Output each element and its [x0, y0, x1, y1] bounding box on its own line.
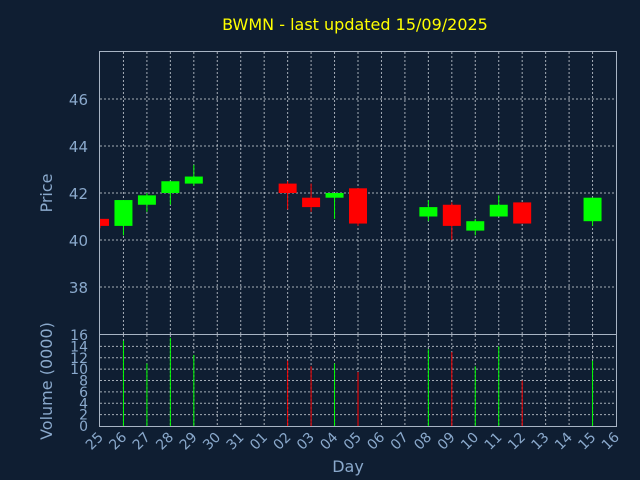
candle-15 — [583, 197, 602, 226]
candle-body — [442, 204, 461, 226]
x-tick-label: 12 — [505, 430, 529, 454]
candle-body — [489, 204, 508, 217]
price-tick-label: 44 — [69, 138, 88, 156]
x-tick-label: 04 — [317, 429, 341, 453]
x-tick-label: 28 — [153, 430, 177, 454]
candle-05 — [349, 188, 367, 226]
volume-tick-label: 6 — [79, 385, 88, 401]
price-tick-label: 42 — [69, 185, 88, 203]
candle-28 — [161, 181, 180, 205]
x-tick-label: 29 — [177, 430, 201, 454]
volume-tick-label: 8 — [79, 374, 88, 390]
candle-25 — [99, 218, 109, 229]
candle-body — [583, 197, 602, 222]
x-axis-label: Day — [332, 457, 364, 476]
candle-body — [419, 207, 438, 217]
candle-body — [137, 195, 156, 205]
x-tick-label: 07 — [388, 430, 412, 454]
volume-tick-label: 0 — [79, 419, 88, 435]
x-tick-label: 06 — [364, 429, 388, 453]
x-tick-label: 01 — [247, 430, 271, 454]
volume-bars — [122, 337, 594, 426]
x-tick-label: 26 — [106, 429, 130, 453]
candle-26 — [114, 200, 133, 236]
candle-body — [302, 197, 321, 208]
candle-03 — [302, 183, 321, 212]
candle-09 — [442, 202, 461, 240]
x-tick-label: 02 — [271, 430, 295, 454]
price-axis-label: Price — [37, 173, 56, 212]
candle-02 — [278, 181, 297, 210]
price-panel: 38 40 42 44 46 — [69, 51, 617, 335]
candle-body — [100, 218, 109, 226]
volume-tick-label: 14 — [70, 339, 88, 355]
candle-10 — [466, 218, 485, 236]
x-tick-label: 27 — [130, 430, 154, 454]
x-axis-ticks: 25 26 27 28 29 30 31 01 02 03 04 05 06 07 08 09 10 11 12 13… — [83, 429, 623, 453]
x-tick-label: 03 — [294, 430, 318, 454]
volume-tick-label: 10 — [70, 362, 88, 378]
candle-body — [278, 183, 297, 193]
candle-27 — [137, 193, 156, 212]
x-tick-label: 30 — [200, 430, 224, 454]
x-tick-label: 09 — [435, 430, 459, 454]
candle-body — [466, 221, 485, 231]
price-candles — [99, 164, 602, 240]
candle-11 — [489, 195, 508, 217]
candle-08 — [419, 200, 438, 222]
candle-body — [184, 176, 203, 184]
candle-body — [513, 202, 532, 224]
x-tick-label: 05 — [341, 430, 365, 454]
candle-body — [114, 200, 133, 226]
candle-body — [161, 181, 180, 193]
volume-tick-label: 4 — [79, 396, 88, 412]
price-tick-label: 46 — [69, 91, 88, 109]
candle-body — [325, 193, 344, 198]
x-tick-label: 14 — [552, 429, 576, 453]
x-tick-label: 10 — [458, 430, 482, 454]
volume-tick-label: 2 — [79, 408, 88, 424]
volume-tick-label: 16 — [70, 328, 88, 344]
price-tick-label: 38 — [69, 279, 88, 297]
candle-29 — [184, 164, 203, 186]
x-tick-label: 11 — [482, 430, 506, 454]
chart-title: BWMN - last updated 15/09/2025 — [222, 15, 488, 34]
x-tick-label: 16 — [599, 429, 623, 453]
x-tick-label: 08 — [411, 430, 435, 454]
volume-frame — [99, 334, 617, 427]
volume-axis-label: Volume (0000) — [37, 322, 56, 440]
candle-12 — [513, 202, 532, 224]
candle-04 — [325, 193, 344, 219]
volume-tick-label: 12 — [70, 351, 88, 367]
x-tick-label: 15 — [575, 430, 599, 454]
price-tick-label: 40 — [69, 232, 88, 250]
x-tick-label: 31 — [224, 430, 248, 454]
x-tick-label: 13 — [529, 430, 553, 454]
price-axis-ticks: 38 40 42 44 46 — [69, 91, 88, 297]
candle-body — [349, 188, 367, 224]
